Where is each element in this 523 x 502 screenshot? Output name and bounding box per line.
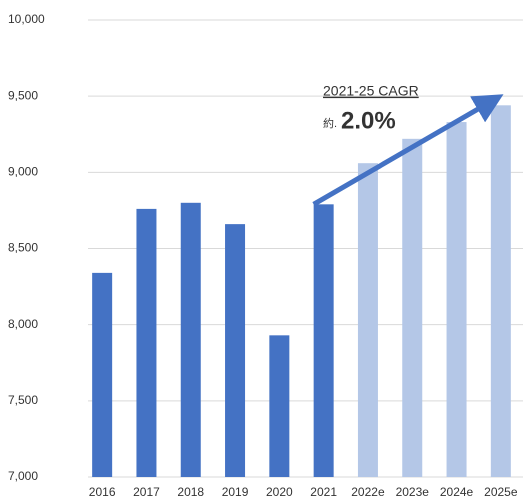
y-tick-label: 9,500	[8, 88, 38, 102]
y-tick-label: 10,000	[8, 12, 45, 26]
x-tick-label: 2021	[310, 485, 337, 499]
bar	[92, 272, 113, 477]
annotation-prefix: 約.	[323, 116, 337, 130]
bar	[357, 163, 378, 477]
x-tick-label: 2018	[177, 485, 204, 499]
bar	[269, 335, 290, 477]
x-tick-label: 2020	[266, 485, 293, 499]
bar	[180, 202, 201, 478]
x-tick-label: 2019	[222, 485, 249, 499]
annotation-value: 2.0%	[341, 107, 396, 134]
bar	[136, 208, 157, 478]
bar	[402, 138, 423, 477]
y-tick-label: 8,000	[8, 317, 38, 331]
bar	[225, 224, 246, 477]
y-tick-label: 7,000	[8, 469, 38, 483]
x-tick-label: 2022e	[351, 485, 385, 499]
x-tick-label: 2024e	[440, 485, 474, 499]
x-tick-label: 2016	[89, 485, 116, 499]
bar	[313, 204, 334, 477]
x-tick-label: 2025e	[484, 485, 518, 499]
bar	[446, 122, 467, 478]
x-tick-label: 2023e	[396, 485, 430, 499]
y-tick-label: 7,500	[8, 393, 38, 407]
cagr-arrow	[312, 94, 504, 207]
annotation-title: 2021-25 CAGR	[323, 83, 419, 99]
bar	[490, 105, 511, 477]
y-tick-label: 8,500	[8, 241, 38, 255]
x-tick-label: 2017	[133, 485, 160, 499]
y-tick-label: 9,000	[8, 165, 38, 179]
